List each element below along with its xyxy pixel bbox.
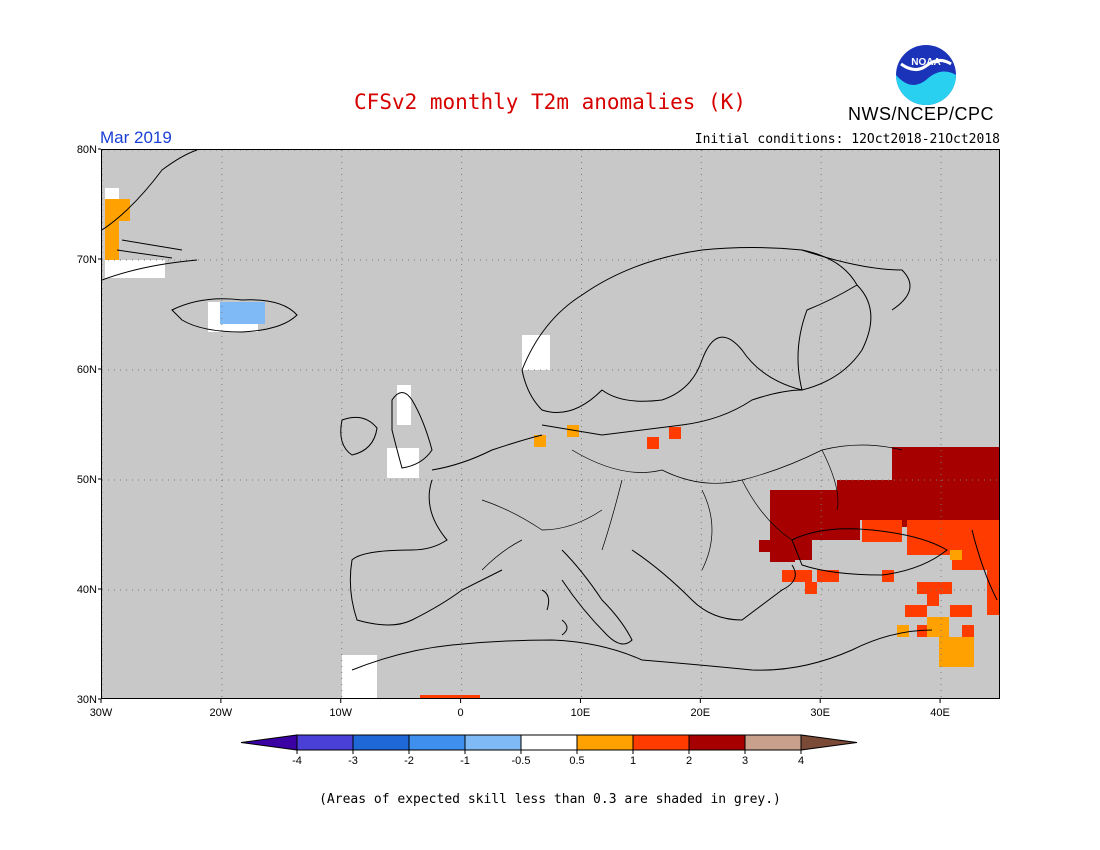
- cell-red: [669, 427, 681, 439]
- lon-tick-label: 0: [458, 707, 464, 719]
- lon-tick-label: 20E: [691, 707, 711, 719]
- colorbar-tick-label: -0.5: [512, 755, 531, 767]
- agency-label: NWS/NCEP/CPC: [848, 104, 995, 124]
- colorbar-swatch: [352, 734, 410, 751]
- colorbar-swatch: [464, 734, 522, 751]
- cell-red: [647, 437, 659, 449]
- cell-white: [522, 335, 550, 370]
- cell-orange: [420, 695, 480, 698]
- lat-tick-label: 60N: [77, 364, 97, 376]
- lat-tick-label: 70N: [77, 254, 97, 266]
- cell-red: [952, 555, 999, 570]
- colorbar-tick-label: -3: [348, 755, 358, 767]
- cell-red: [950, 605, 972, 617]
- lon-tick-label: 10E: [571, 707, 591, 719]
- cell-red: [907, 520, 999, 555]
- cell-red: [917, 625, 929, 637]
- colorbar-swatch: [744, 734, 802, 751]
- anomaly-map: [101, 149, 1001, 701]
- colorbar-swatch: [632, 734, 690, 751]
- lon-tick-label: 30E: [810, 707, 830, 719]
- cell-white: [387, 448, 419, 478]
- colorbar-swatch: [576, 734, 634, 751]
- colorbar-high-arrow: [800, 734, 858, 751]
- colorbar-swatch: [520, 734, 578, 751]
- lat-tick-label: 40N: [77, 584, 97, 596]
- cell-orange: [950, 550, 962, 560]
- cell-lightblue: [220, 302, 265, 324]
- lat-tick-label: 80N: [77, 144, 97, 156]
- forecast-month: Mar 2019: [100, 128, 172, 147]
- cell-orange: [897, 625, 909, 637]
- colorbar-tick-label: -2: [404, 755, 414, 767]
- lon-tick-label: 40E: [930, 707, 950, 719]
- lon-tick-label: 20W: [210, 707, 233, 719]
- colorbar-tick-label: -4: [292, 755, 302, 767]
- cell-orange: [105, 199, 130, 221]
- colorbar-low-arrow: [240, 734, 298, 751]
- cell-red: [805, 582, 817, 594]
- colorbar-tick-label: 4: [798, 755, 804, 767]
- cell-red: [817, 570, 839, 582]
- initial-conditions: Initial conditions: 12Oct2018-21Oct2018: [694, 132, 1000, 147]
- logo-text: NOAA: [911, 57, 940, 68]
- cell-red: [905, 605, 927, 617]
- cell-red: [927, 594, 939, 606]
- colorbar-swatch: [296, 734, 354, 751]
- lon-tick-label: 10W: [329, 707, 352, 719]
- cell-red: [962, 625, 974, 637]
- noaa-logo: NOAA: [895, 44, 957, 106]
- map-canvas: [101, 149, 1001, 701]
- coastlines: [101, 149, 998, 671]
- cell-orange: [927, 617, 949, 637]
- anomaly-cells: [105, 188, 999, 698]
- cell-orange: [534, 435, 546, 447]
- cell-darkred: [759, 540, 784, 552]
- cell-orange: [105, 221, 119, 261]
- colorbar-tick-label: 0.5: [569, 755, 584, 767]
- cell-orange: [939, 637, 974, 667]
- colorbar-tick-label: -1: [460, 755, 470, 767]
- cell-darkred: [770, 550, 795, 562]
- lat-tick-label: 50N: [77, 474, 97, 486]
- colorbar-tick-label: 1: [630, 755, 636, 767]
- colorbar-tick-label: 2: [686, 755, 692, 767]
- cell-red: [917, 582, 952, 594]
- cell-white: [342, 655, 377, 698]
- cell-red: [882, 570, 894, 582]
- colorbar-tick-label: 3: [742, 755, 748, 767]
- cell-orange: [567, 425, 579, 437]
- lat-tick-label: 30N: [77, 694, 97, 706]
- map-title: CFSv2 monthly T2m anomalies (K): [354, 90, 746, 114]
- colorbar-swatch: [688, 734, 746, 751]
- cell-red: [782, 570, 812, 582]
- colorbar-swatch: [408, 734, 466, 751]
- lon-tick-label: 30W: [90, 707, 113, 719]
- skill-note: (Areas of expected skill less than 0.3 a…: [319, 792, 781, 807]
